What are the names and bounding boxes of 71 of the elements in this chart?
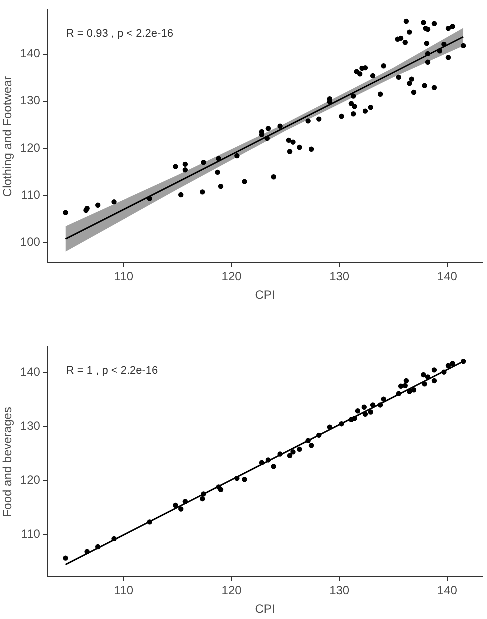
- point: [381, 396, 386, 402]
- point: [402, 383, 408, 388]
- point: [446, 363, 452, 368]
- point: [327, 424, 332, 430]
- y-tick-label: 140: [20, 46, 41, 61]
- point: [200, 496, 206, 502]
- y-axis-title: Clothing and Footwear: [0, 76, 15, 198]
- annotation: R = 1 , p < 2.2e-16: [66, 365, 158, 378]
- point: [442, 370, 447, 375]
- point: [297, 446, 302, 452]
- x-tick-label: 130: [330, 584, 350, 598]
- x-axis-title: CPI: [255, 602, 276, 616]
- point: [308, 443, 314, 448]
- point: [259, 460, 265, 466]
- point: [242, 477, 248, 482]
- point: [362, 412, 368, 417]
- point: [370, 402, 376, 408]
- x-tick-label: 110: [114, 584, 134, 598]
- y-tick-label: 130: [20, 419, 41, 434]
- point: [398, 384, 404, 389]
- point: [173, 502, 178, 508]
- point: [316, 432, 322, 438]
- point: [432, 368, 438, 373]
- point: [234, 476, 240, 482]
- point: [407, 389, 412, 394]
- point: [378, 402, 384, 408]
- y-tick-label: 140: [20, 365, 41, 380]
- y-tick-label: 120: [20, 140, 41, 155]
- point: [404, 378, 410, 384]
- point: [278, 452, 283, 457]
- x-tick-label: 140: [437, 584, 458, 598]
- point: [362, 404, 367, 410]
- point: [425, 374, 431, 380]
- point: [450, 361, 456, 366]
- point: [290, 450, 296, 455]
- point: [432, 378, 438, 384]
- point: [368, 410, 374, 415]
- y-tick-label: 110: [21, 526, 41, 541]
- x-tick-label: 120: [222, 584, 242, 598]
- point: [421, 372, 426, 378]
- y-axis-title: Food and beverages: [0, 407, 15, 518]
- point: [271, 464, 276, 470]
- point: [266, 458, 272, 463]
- point: [287, 453, 293, 458]
- point: [218, 487, 224, 492]
- y-tick-label: 100: [20, 234, 41, 249]
- x-tick-label: 110: [114, 270, 134, 284]
- point: [147, 520, 152, 525]
- point: [352, 416, 358, 422]
- x-tick-label: 140: [437, 270, 458, 284]
- x-tick-label: 120: [222, 270, 242, 284]
- x-tick-label: 130: [330, 270, 350, 284]
- point: [182, 499, 188, 504]
- point: [396, 391, 402, 397]
- point: [95, 544, 101, 550]
- point: [422, 382, 428, 387]
- point: [411, 388, 417, 393]
- point: [306, 438, 311, 444]
- point: [355, 408, 361, 414]
- point: [460, 358, 466, 364]
- point: [84, 549, 90, 554]
- point: [112, 536, 117, 542]
- point: [63, 556, 68, 561]
- point: [178, 506, 184, 512]
- x-axis-title: CPI: [255, 288, 276, 302]
- y-tick-label: 120: [20, 473, 41, 488]
- annotation: R = 0.93 , p < 2.2e-16: [66, 28, 174, 40]
- y-tick-label: 130: [20, 94, 41, 108]
- point: [339, 421, 344, 427]
- y-tick-label: 110: [21, 188, 41, 202]
- point: [201, 492, 206, 497]
